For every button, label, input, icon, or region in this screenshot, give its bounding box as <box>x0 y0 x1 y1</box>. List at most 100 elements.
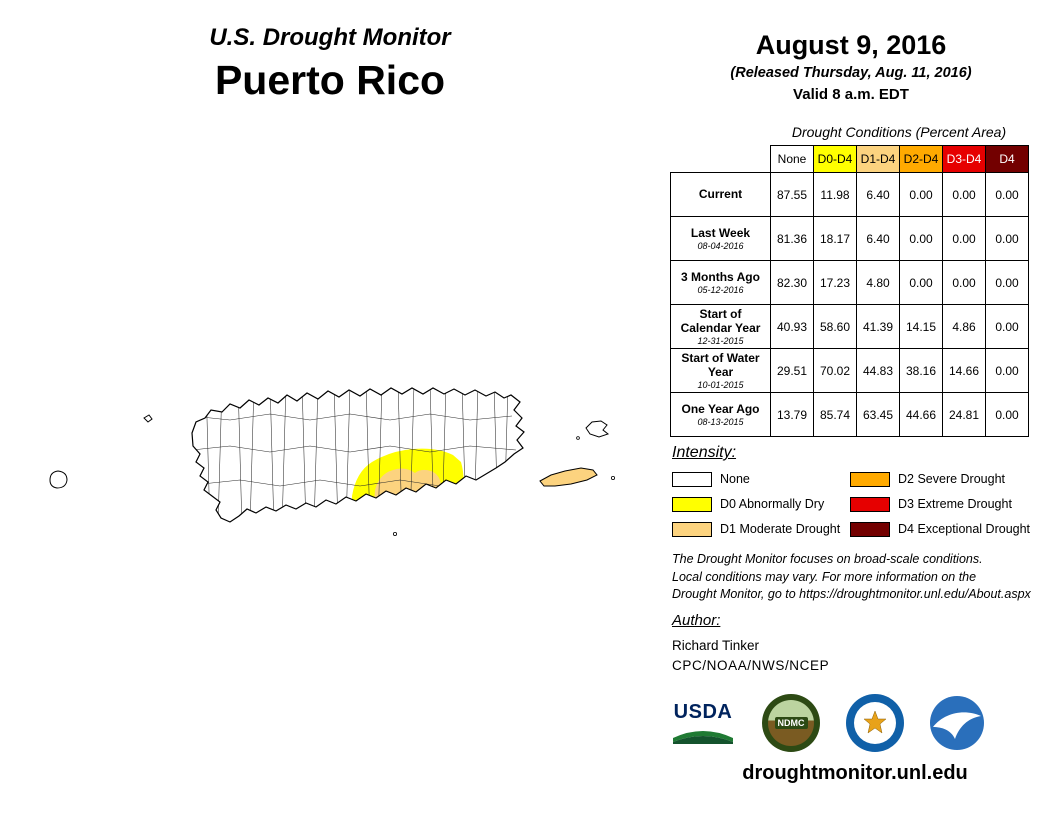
d2-swatch <box>850 471 890 487</box>
mona-island <box>49 470 68 489</box>
cell: 44.66 <box>899 392 943 437</box>
none-swatch <box>672 471 712 487</box>
cell: 0.00 <box>899 260 943 305</box>
droughtmonitor-url-link[interactable]: droughtmonitor.unl.edu <box>742 762 968 784</box>
cell: 4.86 <box>942 304 986 349</box>
cell: 87.55 <box>770 172 814 217</box>
map-date: August 9, 2016 <box>755 30 947 60</box>
disclaimer-notes: The Drought Monitor focuses on broad-sca… <box>672 551 1031 604</box>
cell: 44.83 <box>856 348 900 393</box>
row-header-last-week: Last Week 08-04-2016 <box>670 216 771 261</box>
table-row: 3 Months Ago 05-12-2016 82.30 17.23 4.80… <box>670 260 1029 305</box>
cell: 81.36 <box>770 216 814 261</box>
cell: 40.93 <box>770 304 814 349</box>
col-header-d0: D0-D4 <box>813 145 857 173</box>
region-title: Puerto Rico <box>214 57 446 103</box>
cell: 13.79 <box>770 392 814 437</box>
col-header-d2: D2-D4 <box>899 145 943 173</box>
puerto-rico-coastline <box>191 387 525 523</box>
table-title: Drought Conditions (Percent Area) <box>791 124 1007 140</box>
table-row: Current 87.55 11.98 6.40 0.00 0.00 0.00 <box>670 172 1029 217</box>
municipality-boundaries <box>205 388 509 522</box>
cell: 0.00 <box>899 216 943 261</box>
cell: 0.00 <box>985 216 1029 261</box>
cell: 11.98 <box>813 172 857 217</box>
ndmc-logo: NDMC <box>762 694 820 752</box>
cell: 38.16 <box>899 348 943 393</box>
row-header-one-year-ago: One Year Ago 08-13-2015 <box>670 392 771 437</box>
cell: 18.17 <box>813 216 857 261</box>
legend-item-d3: D3 Extreme Drought <box>850 496 1028 512</box>
author-block: Author: Richard Tinker CPC/NOAA/NWS/NCEP <box>672 612 829 673</box>
col-header-d3: D3-D4 <box>942 145 986 173</box>
legend-item-none: None <box>672 471 850 487</box>
agency-logos: USDA NDMC <box>670 694 984 752</box>
table-corner-cell <box>670 145 771 173</box>
islet <box>576 436 580 440</box>
row-header-start-calendar-year: Start of Calendar Year 12-31-2015 <box>670 304 771 349</box>
cell: 24.81 <box>942 392 986 437</box>
cell: 4.80 <box>856 260 900 305</box>
usda-swoosh-icon <box>673 731 733 744</box>
cell: 17.23 <box>813 260 857 305</box>
cell: 0.00 <box>985 392 1029 437</box>
vieques-island <box>539 467 598 487</box>
table-row: Start of Calendar Year 12-31-2015 40.93 … <box>670 304 1029 349</box>
islet <box>611 476 616 481</box>
d4-swatch <box>850 521 890 537</box>
cell: 0.00 <box>942 216 986 261</box>
author-label: Author: <box>672 612 721 629</box>
cell: 85.74 <box>813 392 857 437</box>
note-line: Local conditions may vary. For more info… <box>672 569 977 584</box>
noaa-logo <box>930 696 984 750</box>
commerce-seal-logo <box>846 694 904 752</box>
cell: 6.40 <box>856 216 900 261</box>
culebra-island <box>585 420 610 438</box>
intensity-legend: Intensity: None D0 Abnormally Dry D1 Mod… <box>672 444 1034 537</box>
d1-drought-region <box>373 468 441 522</box>
cell: 70.02 <box>813 348 857 393</box>
cell: 14.15 <box>899 304 943 349</box>
author-organization: CPC/NOAA/NWS/NCEP <box>672 658 830 673</box>
cell: 0.00 <box>942 172 986 217</box>
cell: 0.00 <box>985 260 1029 305</box>
row-header-start-water-year: Start of Water Year 10-01-2015 <box>670 348 771 393</box>
table-header-row: None D0-D4 D1-D4 D2-D4 D3-D4 D4 <box>670 145 1029 173</box>
puerto-rico-drought-map <box>49 387 616 536</box>
legend-title: Intensity: <box>672 444 737 461</box>
cell: 82.30 <box>770 260 814 305</box>
monitor-title: U.S. Drought Monitor <box>209 24 451 51</box>
cell: 14.66 <box>942 348 986 393</box>
cell: 0.00 <box>985 348 1029 393</box>
cell: 29.51 <box>770 348 814 393</box>
table-row: Start of Water Year 10-01-2015 29.51 70.… <box>670 348 1029 393</box>
cell: 6.40 <box>856 172 900 217</box>
cell: 0.00 <box>942 260 986 305</box>
legend-item-d2: D2 Severe Drought <box>850 471 1028 487</box>
note-line: The Drought Monitor focuses on broad-sca… <box>672 552 983 566</box>
cell: 0.00 <box>985 304 1029 349</box>
cell: 58.60 <box>813 304 857 349</box>
released-date: (Released Thursday, Aug. 11, 2016) <box>730 65 972 81</box>
drought-conditions-table: None D0-D4 D1-D4 D2-D4 D3-D4 D4 Current … <box>670 145 1029 437</box>
legend-item-d4: D4 Exceptional Drought <box>850 521 1030 537</box>
commerce-emblem-icon <box>863 710 887 734</box>
note-line: Drought Monitor, go to https://droughtmo… <box>672 587 1031 601</box>
valid-time: Valid 8 a.m. EDT <box>793 86 909 103</box>
date-block: August 9, 2016 (Released Thursday, Aug. … <box>700 30 1002 103</box>
islet <box>392 531 397 536</box>
usda-logo: USDA <box>670 702 736 744</box>
author-name: Richard Tinker <box>672 638 760 653</box>
legend-item-d1: D1 Moderate Drought <box>672 521 850 537</box>
row-header-current: Current <box>670 172 771 217</box>
cell: 41.39 <box>856 304 900 349</box>
d0-swatch <box>672 496 712 512</box>
cell: 0.00 <box>985 172 1029 217</box>
row-header-3-months-ago: 3 Months Ago 05-12-2016 <box>670 260 771 305</box>
d1-swatch <box>672 521 712 537</box>
col-header-d1: D1-D4 <box>856 145 900 173</box>
col-header-d4: D4 <box>985 145 1029 173</box>
noaa-seagull-icon <box>933 712 981 739</box>
puerto-rico-island <box>192 388 524 522</box>
title-block: U.S. Drought Monitor Puerto Rico <box>110 24 550 104</box>
